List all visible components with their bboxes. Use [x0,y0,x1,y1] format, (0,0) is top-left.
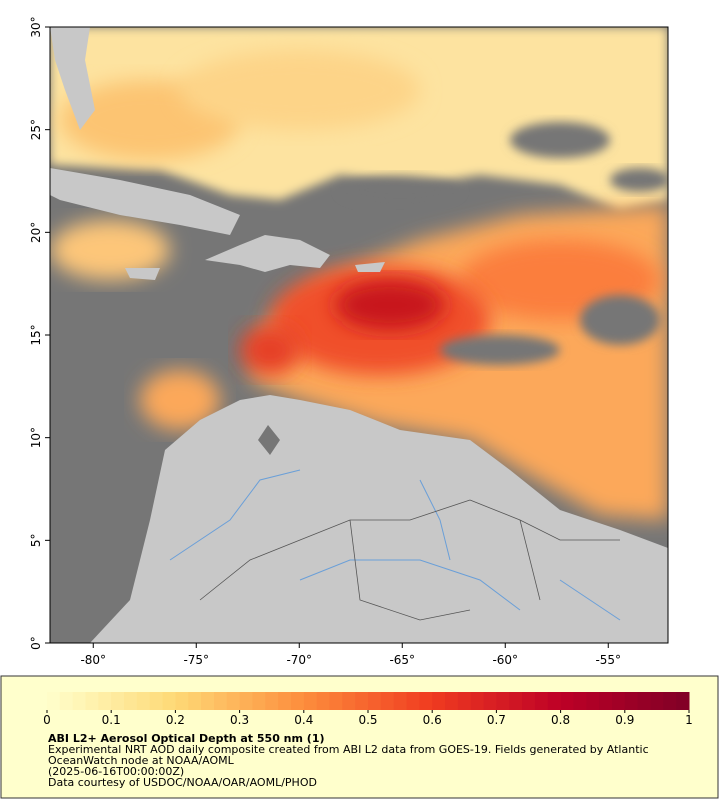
colorbar-swatch [162,692,176,710]
colorbar-swatch [213,692,228,710]
colorbar-swatch [278,692,292,710]
colorbar-swatch [419,692,433,710]
y-tick-label: 0° [29,636,43,650]
colorbar-swatch [85,692,99,710]
colorbar-swatch [445,692,459,710]
colorbar-swatch [252,692,266,710]
colorbar-swatch [483,692,497,710]
colorbar-swatch [560,692,574,710]
colorbar-tick-label: 1 [685,713,693,727]
colorbar-swatch [611,692,626,710]
y-tick-label: 20° [29,222,43,243]
colorbar-tick-label: 0.2 [166,713,185,727]
caption-line: Experimental NRT AOD daily composite cre… [48,743,649,756]
colorbar-swatch [136,692,151,710]
y-tick-label: 5° [29,534,43,548]
colorbar-swatch [663,692,677,710]
colorbar-swatch [624,692,639,710]
colorbar-swatch [599,692,613,710]
x-tick-label: -80° [80,653,106,667]
colorbar-swatch [72,692,87,710]
axes: -80° -75° -70° -65° -60° -55° 0° 5° 10° 15° 20° 25°… [29,16,621,667]
colorbar-swatch [265,692,279,710]
caption-line: (2025-06-16T00:00:00Z) [48,765,184,778]
map-image [50,27,668,643]
colorbar-tick-label: 0.7 [487,713,506,727]
colorbar-tick-label: 0.1 [102,713,121,727]
colorbar-swatch [201,692,215,710]
x-tick-label: -55° [595,653,621,667]
colorbar-swatch [496,692,510,710]
colorbar-swatch [380,692,395,710]
colorbar-tick-label: 0.5 [358,713,377,727]
colorbar-swatch [188,692,202,710]
colorbar-tick-label: 0 [43,713,51,727]
colorbar-swatch [432,692,446,710]
colorbar-tick-label: 0.8 [551,713,570,727]
y-tick-label: 30° [29,16,43,37]
colorbar-swatch [290,692,305,710]
colorbar-tick-label: 0.3 [230,713,249,727]
colorbar-swatch [534,692,549,710]
colorbar-swatch [509,692,523,710]
colorbar-swatch [329,692,343,710]
colorbar-swatch [226,692,241,710]
colorbar-swatch [355,692,369,710]
colorbar-swatch [406,692,420,710]
x-tick-label: -65° [389,653,415,667]
colorbar-swatch [586,692,600,710]
colorbar-swatch [470,692,485,710]
colorbar-swatch [124,692,138,710]
caption-line: OceanWatch node at NOAA/AOML [48,754,235,767]
colorbar-swatch [239,692,253,710]
colorbar-tick-label: 0.9 [615,713,634,727]
caption-title: ABI L2+ Aerosol Optical Depth at 550 nm … [48,732,325,745]
x-tick-label: -75° [183,653,209,667]
colorbar-swatch [650,692,664,710]
x-tick-label: -60° [492,653,518,667]
y-tick-label: 15° [29,324,43,345]
colorbar-swatch [393,692,408,710]
y-tick-label: 25° [29,119,43,140]
colorbar-swatch [111,692,125,710]
colorbar-swatch [47,692,61,710]
colorbar: 0 0.1 0.2 0.3 0.4 0.5 0.6 0.7 0.8 0.9 1 [43,692,693,727]
colorbar-swatch [637,692,651,710]
x-tick-label: -70° [286,653,312,667]
caption-line: Data courtesy of USDOC/NOAA/OAR/AOML/PHO… [48,776,317,789]
colorbar-swatch [175,692,189,710]
colorbar-swatch [547,692,562,710]
colorbar-swatch [149,692,164,710]
colorbar-tick-label: 0.4 [294,713,313,727]
colorbar-swatch [342,692,356,710]
colorbar-swatch [676,692,690,710]
y-tick-label: 10° [29,427,43,448]
colorbar-swatch [303,692,318,710]
colorbar-tick-label: 0.6 [423,713,442,727]
colorbar-swatch [316,692,330,710]
colorbar-swatch [457,692,472,710]
colorbar-swatch [368,692,382,710]
colorbar-swatch [522,692,536,710]
colorbar-swatch [573,692,587,710]
colorbar-swatch [98,692,112,710]
colorbar-swatch [59,692,74,710]
